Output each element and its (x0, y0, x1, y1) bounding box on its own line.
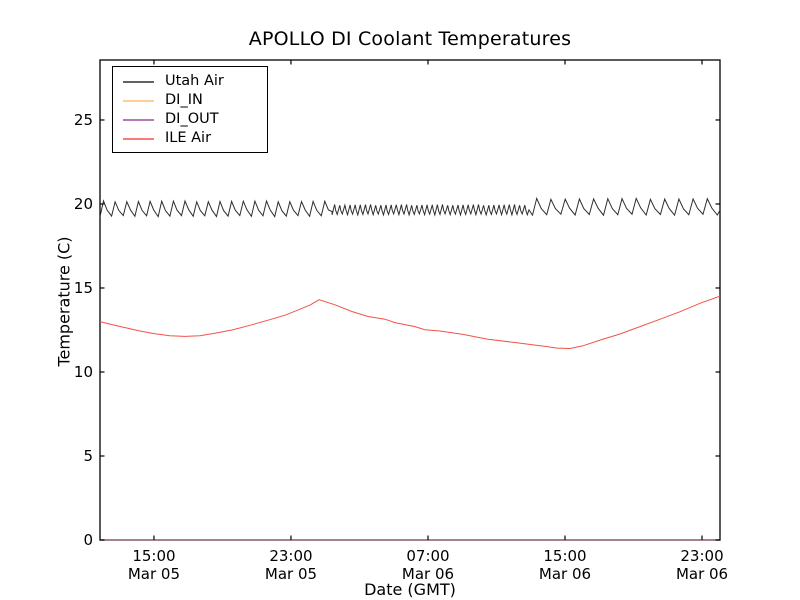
y-tick-label: 20 (74, 195, 93, 213)
x-tick-label-time: 15:00 (543, 547, 586, 565)
y-axis-label: Temperature (C) (54, 236, 74, 367)
y-tick-label: 5 (83, 447, 93, 465)
y-tick-label: 0 (83, 531, 93, 549)
legend-item-utah-air: Utah Air (113, 72, 267, 91)
legend-label-di-in: DI_IN (165, 92, 203, 108)
legend-line-ile-air (123, 137, 154, 140)
series-ile-air (99, 295, 721, 350)
x-tick-label-date: Mar 05 (265, 565, 317, 583)
y-tick-label: 15 (74, 279, 93, 297)
legend: Utah Air DI_IN DI_OUT ILE Air (112, 66, 268, 153)
x-tick-label-date: Mar 05 (128, 565, 180, 583)
legend-item-di-out: DI_OUT (113, 110, 267, 129)
legend-item-ile-air: ILE Air (113, 129, 267, 148)
y-tick-label: 10 (74, 363, 93, 381)
x-tick-label-date: Mar 06 (402, 565, 454, 583)
x-tick-label-date: Mar 06 (676, 565, 728, 583)
x-tick-label-time: 23:00 (680, 547, 723, 565)
legend-line-di-in (123, 99, 154, 102)
series-utah-air (99, 196, 721, 218)
x-tick-label-date: Mar 06 (539, 565, 591, 583)
legend-line-di-out (123, 118, 154, 121)
x-tick-label-time: 07:00 (406, 547, 449, 565)
chart-title: APOLLO DI Coolant Temperatures (248, 28, 572, 50)
x-tick-label-time: 15:00 (132, 547, 175, 565)
legend-label-ile-air: ILE Air (165, 130, 212, 146)
x-axis-label: Date (GMT) (364, 580, 456, 599)
y-tick-label: 25 (74, 111, 93, 129)
legend-label-di-out: DI_OUT (165, 111, 219, 127)
legend-line-utah-air (123, 80, 154, 83)
legend-item-di-in: DI_IN (113, 91, 267, 110)
x-tick-label-time: 23:00 (269, 547, 312, 565)
legend-label-utah-air: Utah Air (165, 73, 224, 89)
